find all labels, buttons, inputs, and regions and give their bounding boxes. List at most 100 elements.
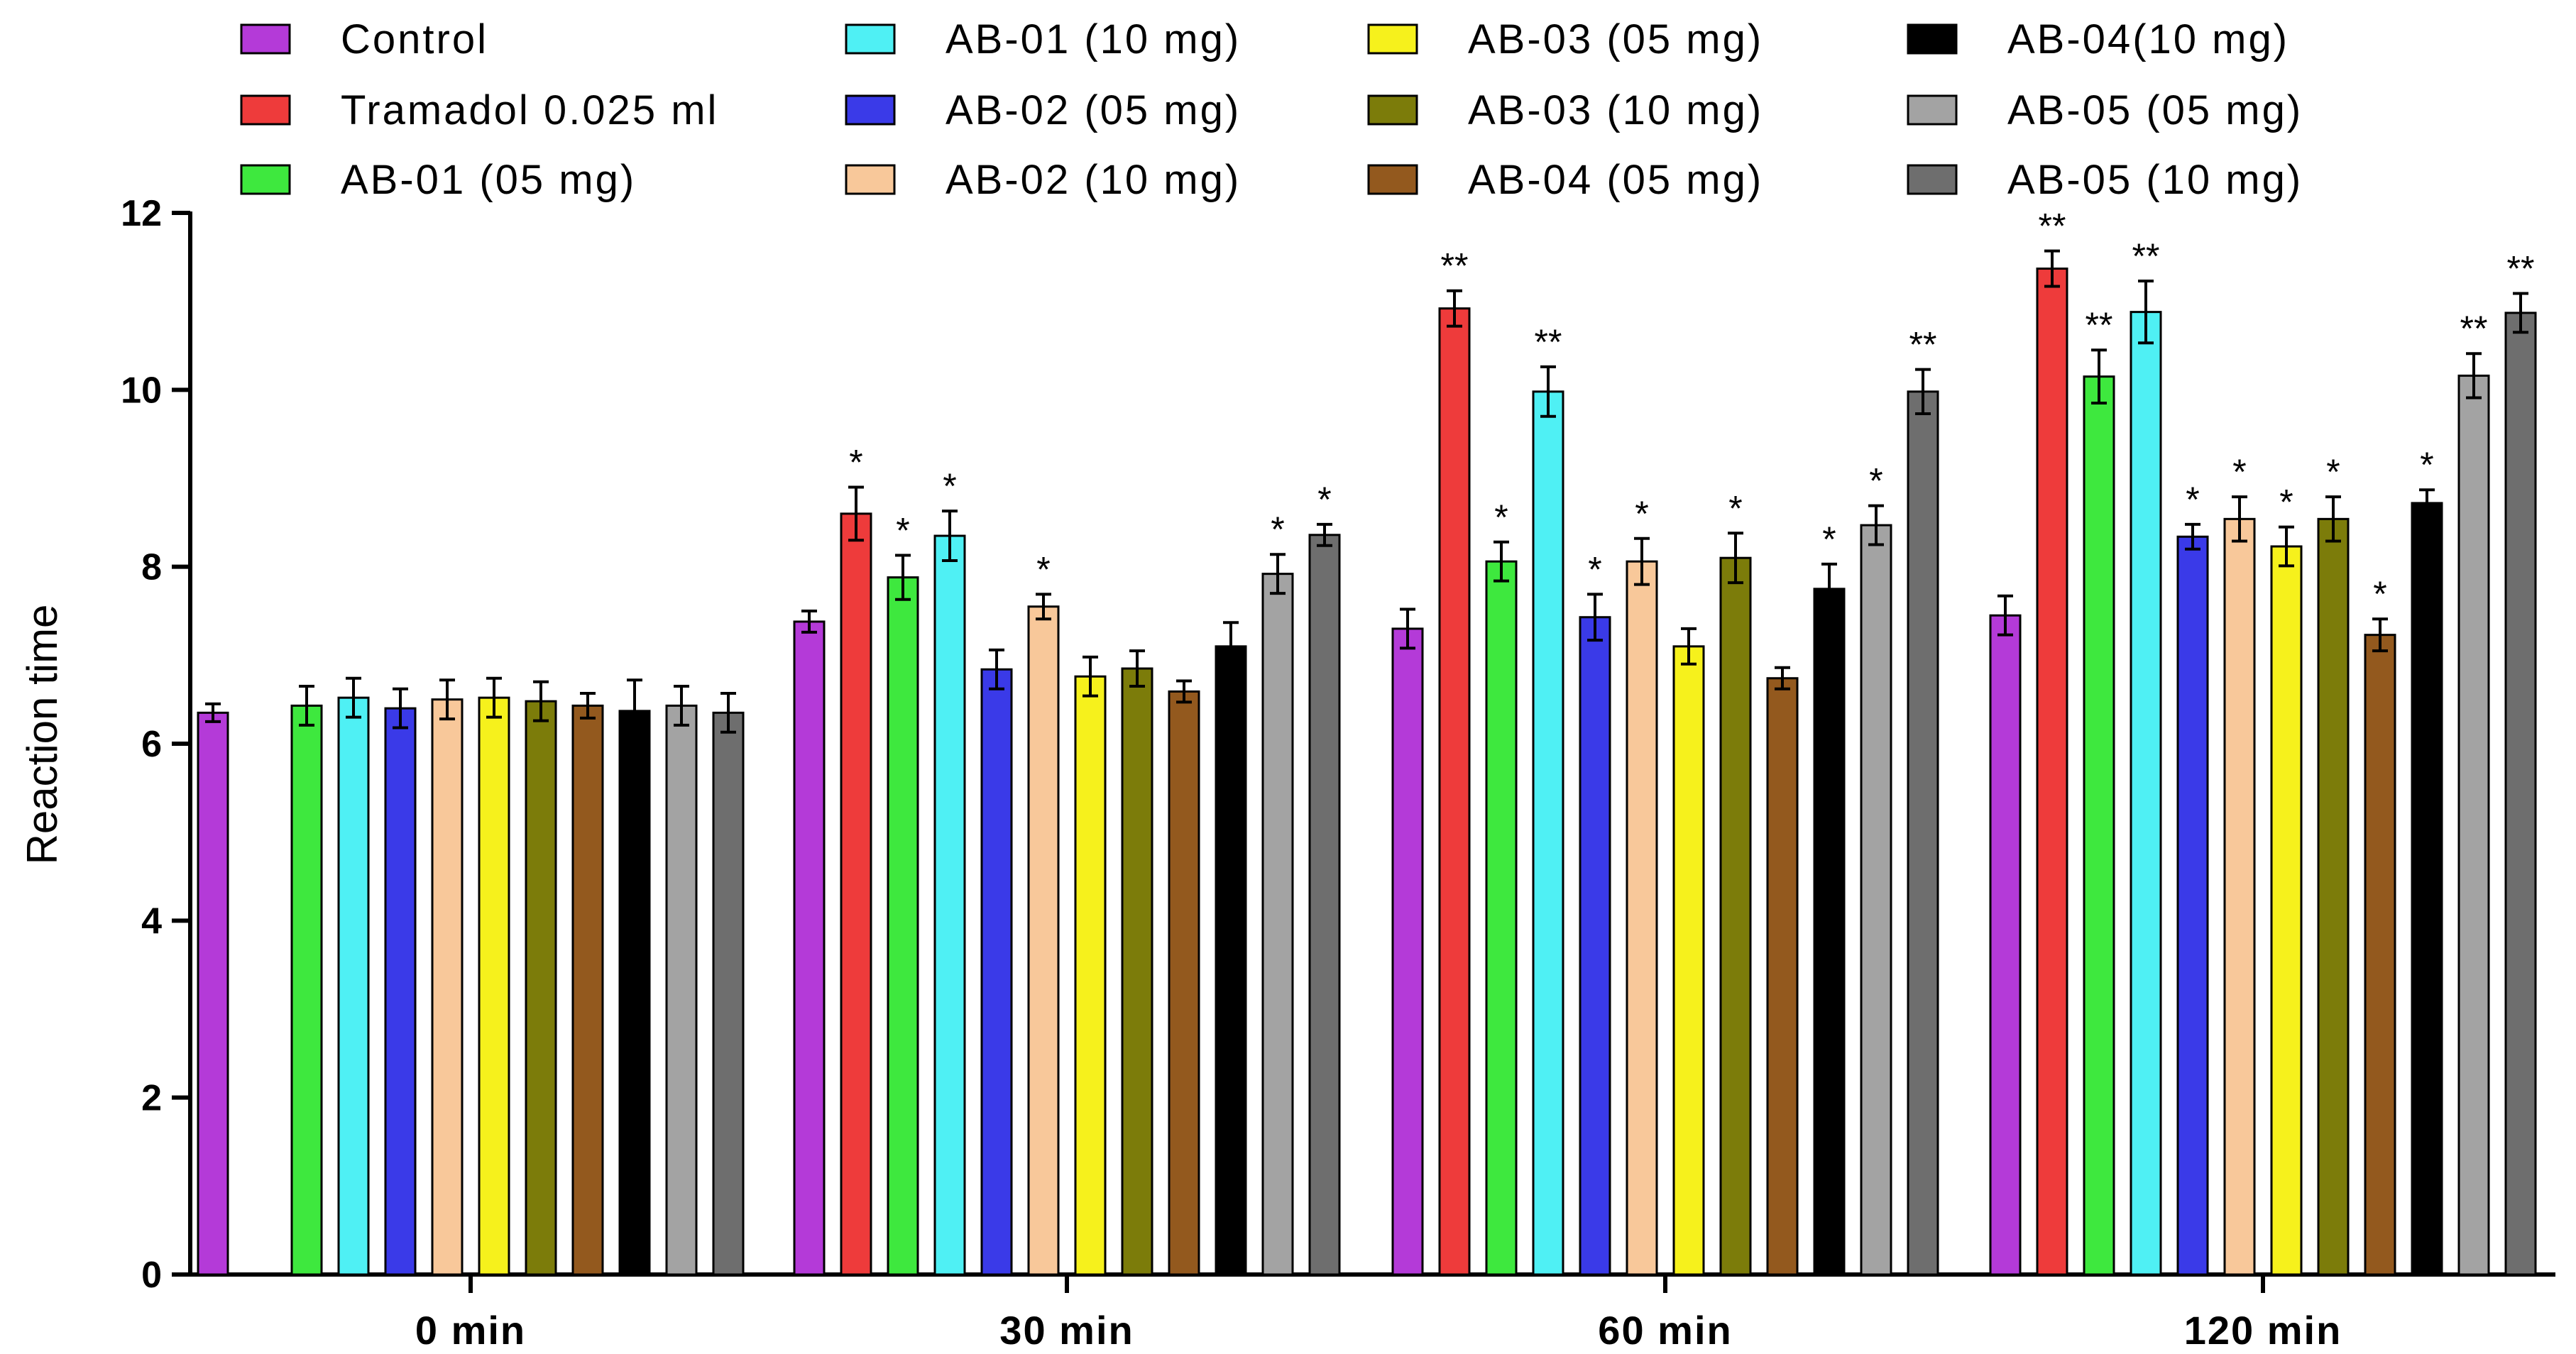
bar — [1719, 556, 1752, 1276]
legend-swatch — [1367, 94, 1418, 126]
bar — [1860, 524, 1892, 1276]
bar — [1121, 667, 1153, 1276]
significance-label: * — [2373, 574, 2386, 614]
bar — [1485, 560, 1518, 1276]
bar — [1261, 573, 1294, 1276]
legend: Control Tramadol 0.025 ml AB-01 (05 mg) AB-… — [240, 16, 2303, 203]
legend-label: AB-05 (05 mg) — [2007, 87, 2303, 133]
legend-swatch — [1907, 23, 1958, 55]
significance-label: * — [2279, 483, 2293, 522]
bar — [1168, 690, 1200, 1276]
bar — [2411, 502, 2443, 1276]
bar — [2036, 268, 2068, 1276]
bar — [2364, 634, 2396, 1276]
legend-swatch — [845, 23, 896, 55]
bar — [1391, 627, 1424, 1276]
legend-swatch — [1907, 164, 1958, 195]
bar — [1532, 390, 1564, 1276]
y-tick-label: 12 — [121, 193, 162, 234]
y-tick-label: 6 — [141, 724, 162, 765]
legend-label: AB-04(10 mg) — [2007, 16, 2289, 62]
legend-label: AB-04 (05 mg) — [1468, 157, 1763, 203]
bar — [1308, 534, 1341, 1276]
significance-label: * — [1869, 461, 1882, 501]
significance-label: * — [1635, 494, 1648, 534]
bar — [2270, 545, 2303, 1276]
bar — [337, 696, 370, 1276]
significance-label: * — [2420, 445, 2433, 485]
bar — [1215, 645, 1247, 1276]
legend-label: Control — [341, 16, 488, 62]
significance-label: * — [1728, 488, 1742, 528]
legend-label: AB-01 (05 mg) — [341, 157, 636, 203]
y-tick-label: 0 — [141, 1255, 162, 1296]
legend-swatch — [240, 23, 291, 55]
bar — [793, 620, 826, 1276]
bar — [618, 710, 651, 1276]
bar — [1579, 616, 1611, 1276]
bar — [1074, 675, 1107, 1276]
bar — [1027, 605, 1060, 1276]
x-tick-label: 0 min — [415, 1308, 526, 1353]
legend-swatch — [240, 164, 291, 195]
bar — [840, 512, 872, 1276]
bar — [290, 704, 323, 1276]
bar — [665, 704, 698, 1276]
legend-label: AB-03 (10 mg) — [1468, 87, 1763, 133]
y-tick-label: 4 — [141, 901, 162, 942]
legend-label: AB-02 (10 mg) — [946, 157, 1241, 203]
significance-label: * — [1317, 480, 1331, 519]
significance-label: ** — [2507, 248, 2535, 288]
significance-label: * — [1494, 497, 1508, 537]
significance-label: * — [2326, 452, 2340, 492]
bar — [1813, 588, 1846, 1276]
x-tick-label: 30 min — [999, 1308, 1134, 1353]
bar — [2083, 375, 2115, 1276]
bar — [2176, 535, 2209, 1276]
bar — [2223, 517, 2256, 1276]
y-tick-label: 10 — [121, 370, 162, 411]
bar — [2457, 374, 2490, 1276]
bar — [1989, 614, 2022, 1276]
significance-label: ** — [2039, 207, 2066, 246]
significance-label: ** — [2460, 309, 2488, 348]
bar — [384, 707, 417, 1276]
bar — [887, 576, 919, 1276]
bar — [197, 711, 229, 1276]
significance-label: * — [943, 466, 956, 506]
bar — [571, 704, 604, 1276]
legend-label: AB-02 (05 mg) — [946, 87, 1241, 133]
legend-label: AB-05 (10 mg) — [2007, 157, 2303, 203]
significance-label: ** — [1909, 325, 1937, 365]
bar — [1626, 560, 1658, 1276]
y-tick-label: 8 — [141, 547, 162, 588]
x-tick-label: 60 min — [1598, 1308, 1732, 1353]
significance-label: * — [1822, 519, 1836, 559]
bar — [1672, 645, 1705, 1276]
legend-swatch — [1907, 94, 1958, 126]
legend-label: AB-01 (10 mg) — [946, 16, 1241, 62]
bar — [933, 534, 966, 1276]
significance-label: * — [1036, 549, 1050, 589]
legend-swatch — [1367, 23, 1418, 55]
bar — [431, 698, 464, 1276]
significance-label: * — [1271, 510, 1284, 549]
bar — [2317, 517, 2350, 1276]
significance-label: ** — [2086, 305, 2113, 345]
significance-label: * — [849, 442, 862, 482]
bar — [2504, 312, 2537, 1276]
significance-label: ** — [1441, 246, 1469, 286]
bar — [1907, 390, 1939, 1276]
significance-label: * — [2186, 480, 2199, 519]
legend-swatch — [240, 94, 291, 126]
bar — [712, 711, 745, 1276]
legend-label: Tramadol 0.025 ml — [341, 87, 718, 133]
significance-label: * — [1588, 549, 1601, 589]
legend-swatch — [845, 164, 896, 195]
legend-label: AB-03 (05 mg) — [1468, 16, 1763, 62]
bar — [980, 668, 1013, 1276]
bar — [525, 700, 557, 1276]
y-tick-label: 2 — [141, 1078, 162, 1119]
